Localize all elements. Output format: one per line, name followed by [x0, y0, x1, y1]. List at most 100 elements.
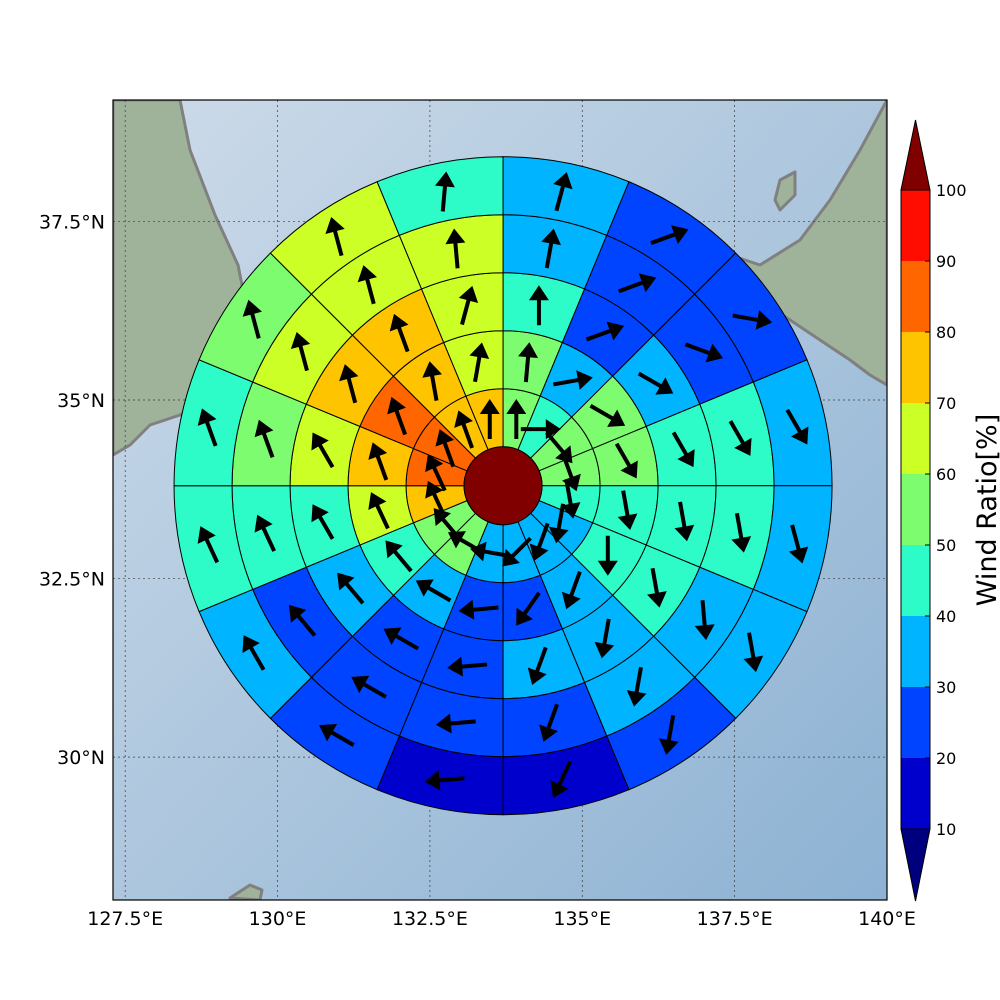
latitude-tick-labels: 30°N 32.5°N 35°N 37.5°N — [39, 211, 105, 769]
colorbar-over-extension — [900, 119, 931, 191]
wind-arrow — [197, 526, 220, 564]
colorbar-tick-label: 40 — [936, 607, 956, 626]
latitude-tick-label: 35°N — [57, 390, 105, 412]
wind-arrow — [502, 536, 532, 567]
colorbar-segment — [901, 758, 930, 829]
wind-arrow — [469, 342, 490, 383]
wind-arrow — [458, 285, 479, 326]
wind-ratio-cell — [376, 156, 504, 236]
center-cell — [463, 446, 543, 526]
colorbar-tick-label: 10 — [936, 820, 956, 839]
colorbar-tick-label: 80 — [936, 323, 956, 342]
wind-arrow — [684, 342, 724, 363]
colorbar-tick-label: 70 — [936, 394, 956, 413]
wind-arrow — [545, 431, 573, 464]
wind-arrow — [389, 313, 410, 353]
colorbar-segment — [901, 332, 930, 403]
wind-arrow — [254, 419, 275, 458]
wind-arrow — [528, 285, 549, 326]
wind-arrow — [626, 666, 647, 707]
colorbar-tick-label: 30 — [936, 678, 956, 697]
wind-arrow — [435, 429, 456, 468]
sado-island — [773, 170, 797, 212]
wind-arrow — [447, 656, 488, 677]
wind-arrow — [197, 408, 218, 447]
colorbar-segment — [901, 545, 930, 616]
wind-arrow — [553, 172, 573, 212]
colorbar-tick-label: 50 — [936, 536, 956, 555]
wind-arrow — [339, 364, 359, 404]
wind-arrow — [479, 399, 500, 440]
wind-arrow — [541, 228, 561, 269]
colorbar-tick-label: 90 — [936, 252, 956, 271]
wind-arrow — [311, 432, 335, 469]
wind-arrow — [659, 715, 679, 755]
wind-arrow — [387, 396, 408, 436]
wind-arrow — [311, 504, 335, 540]
latitude-tick-label: 37.5°N — [39, 211, 105, 233]
map-frame — [112, 99, 888, 901]
wind-arrow — [470, 541, 510, 562]
wind-arrow — [518, 342, 539, 383]
wind-arrow — [618, 273, 657, 294]
map-area — [113, 100, 887, 900]
wind-arrow — [597, 535, 618, 576]
wind-arrow — [539, 703, 559, 742]
wind-arrow — [694, 600, 715, 641]
wind-arrow — [561, 571, 582, 610]
wind-arrow — [589, 403, 626, 427]
colorbar-tick-label: 20 — [936, 749, 956, 768]
wind-arrow — [520, 419, 561, 440]
longitude-tick-label: 130°E — [249, 908, 307, 930]
wind-direction-arrows — [197, 171, 809, 799]
wind-arrow — [422, 361, 443, 401]
colorbar-segment — [901, 403, 930, 474]
wind-arrow — [425, 454, 447, 492]
wind-arrow — [650, 225, 689, 245]
colorbar-segment — [901, 616, 930, 687]
wind-arrow — [674, 501, 695, 542]
longitude-tick-label: 135°E — [553, 908, 611, 930]
wind-arrow — [527, 646, 548, 685]
latitude-tick-label: 30°N — [57, 747, 105, 769]
wind-arrow — [385, 540, 413, 573]
wind-arrow — [614, 442, 638, 479]
wind-arrow — [454, 410, 474, 449]
wind-arrow — [560, 478, 581, 519]
wind-arrow — [325, 216, 345, 257]
colorbar-segment — [901, 687, 930, 758]
colorbar-under-extension — [900, 828, 931, 902]
wind-arrow — [788, 524, 809, 564]
wind-arrow — [550, 760, 572, 799]
wind-arrow — [242, 635, 266, 671]
wind-arrow — [435, 713, 476, 734]
latitude-tick-label: 32.5°N — [39, 569, 105, 591]
colorbar: 10 20 30 40 50 60 70 80 90 100 — [900, 119, 967, 902]
colorbar-title: Wind Ratio[%] — [972, 414, 1000, 606]
longitude-tick-label: 137.5°E — [697, 908, 773, 930]
wind-arrow — [425, 480, 447, 518]
wind-arrow — [728, 420, 752, 456]
colorbar-tick-label: 60 — [936, 465, 956, 484]
longitude-tick-label: 140°E — [858, 908, 916, 930]
wind-ratio-cells — [173, 156, 833, 816]
wind-arrow — [319, 723, 355, 747]
wind-arrow — [254, 514, 276, 552]
wind-arrow — [434, 171, 455, 212]
wind-arrow — [337, 572, 365, 605]
colorbar-tick-label: 100 — [936, 181, 967, 200]
wind-arrow — [548, 503, 569, 544]
wind-arrow — [529, 522, 550, 562]
wind-arrow — [553, 370, 593, 390]
wind-arrow — [242, 299, 262, 339]
wind-arrow — [433, 508, 461, 541]
wind-arrow — [516, 591, 541, 626]
wind-arrow — [458, 599, 499, 620]
wind-arrow — [743, 632, 764, 673]
wind-arrow — [357, 265, 377, 305]
wind-arrow — [351, 675, 387, 699]
colorbar-segment — [901, 190, 930, 261]
wind-arrow — [424, 770, 465, 791]
wind-arrow — [415, 579, 452, 603]
